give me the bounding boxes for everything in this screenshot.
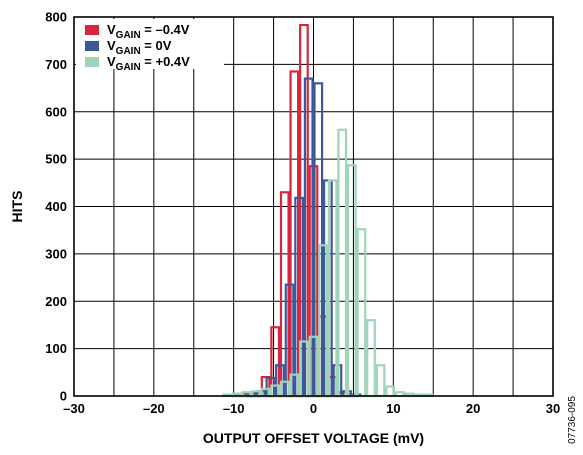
y-tick-label: 300 bbox=[45, 246, 67, 261]
histogram-bars bbox=[222, 23, 434, 398]
y-tick-labels: 0 100 200 300 400 500 600 700 800 bbox=[45, 10, 67, 404]
legend-swatch bbox=[85, 57, 99, 67]
y-tick-label: 700 bbox=[45, 57, 67, 72]
x-tick-label: –30 bbox=[63, 401, 85, 416]
legend-swatch bbox=[85, 25, 99, 35]
plot-frame bbox=[73, 16, 554, 397]
legend-label: VGAIN = 0V bbox=[107, 38, 172, 57]
x-tick-label: 0 bbox=[310, 401, 317, 416]
y-tick-label: 200 bbox=[45, 294, 67, 309]
x-tick-label: –20 bbox=[143, 401, 165, 416]
y-tick-label: 500 bbox=[45, 152, 67, 167]
legend-swatch bbox=[85, 41, 99, 51]
legend-label: VGAIN = +0.4V bbox=[107, 54, 190, 73]
x-axis-title: OUTPUT OFFSET VOLTAGE (mV) bbox=[203, 430, 424, 446]
x-tick-label: 30 bbox=[546, 401, 560, 416]
histogram-bar-series-3 bbox=[346, 164, 357, 398]
x-tick-label: 20 bbox=[466, 401, 480, 416]
y-tick-label: 0 bbox=[60, 389, 67, 404]
histogram-bar-series-3 bbox=[385, 385, 396, 398]
figure-code: 07736-095 bbox=[567, 396, 578, 444]
y-tick-label: 600 bbox=[45, 104, 67, 119]
x-tick-label: –10 bbox=[223, 401, 245, 416]
histogram-bar-series-3 bbox=[366, 319, 376, 398]
legend-label: VGAIN = –0.4V bbox=[107, 22, 190, 41]
y-tick-label: 800 bbox=[45, 10, 67, 25]
y-tick-label: 100 bbox=[45, 341, 67, 356]
histogram-bar-series-3 bbox=[375, 364, 386, 398]
histogram-bar-series-3 bbox=[337, 128, 348, 398]
legend-background bbox=[76, 19, 224, 69]
y-axis-title: HITS bbox=[9, 191, 25, 223]
y-tick-label: 400 bbox=[45, 199, 67, 214]
x-tick-label: 10 bbox=[386, 401, 400, 416]
x-tick-labels: –30 –20 –10 0 10 20 30 bbox=[63, 401, 560, 416]
